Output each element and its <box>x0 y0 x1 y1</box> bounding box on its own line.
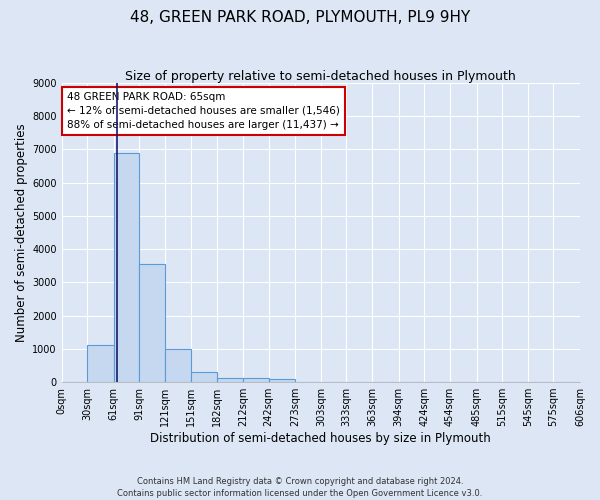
Text: Contains HM Land Registry data © Crown copyright and database right 2024.
Contai: Contains HM Land Registry data © Crown c… <box>118 476 482 498</box>
Bar <box>165 349 191 382</box>
Title: Size of property relative to semi-detached houses in Plymouth: Size of property relative to semi-detach… <box>125 70 516 83</box>
X-axis label: Distribution of semi-detached houses by size in Plymouth: Distribution of semi-detached houses by … <box>151 432 491 445</box>
Text: 48 GREEN PARK ROAD: 65sqm
← 12% of semi-detached houses are smaller (1,546)
88% : 48 GREEN PARK ROAD: 65sqm ← 12% of semi-… <box>67 92 340 130</box>
Bar <box>191 372 217 382</box>
Bar <box>88 345 114 382</box>
Y-axis label: Number of semi-detached properties: Number of semi-detached properties <box>15 123 28 342</box>
Bar <box>217 378 243 382</box>
Text: 48, GREEN PARK ROAD, PLYMOUTH, PL9 9HY: 48, GREEN PARK ROAD, PLYMOUTH, PL9 9HY <box>130 10 470 25</box>
Bar <box>139 264 165 382</box>
Bar <box>269 379 295 382</box>
Bar <box>243 378 269 382</box>
Bar <box>114 153 139 382</box>
